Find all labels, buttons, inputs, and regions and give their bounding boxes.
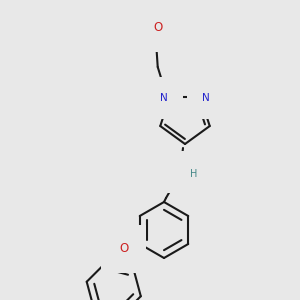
Text: H: H <box>157 16 164 26</box>
Text: O: O <box>153 22 162 34</box>
Text: N: N <box>176 167 184 177</box>
Text: N: N <box>202 93 210 103</box>
Text: H: H <box>190 169 198 179</box>
Text: N: N <box>160 93 168 103</box>
Text: O: O <box>119 242 128 256</box>
